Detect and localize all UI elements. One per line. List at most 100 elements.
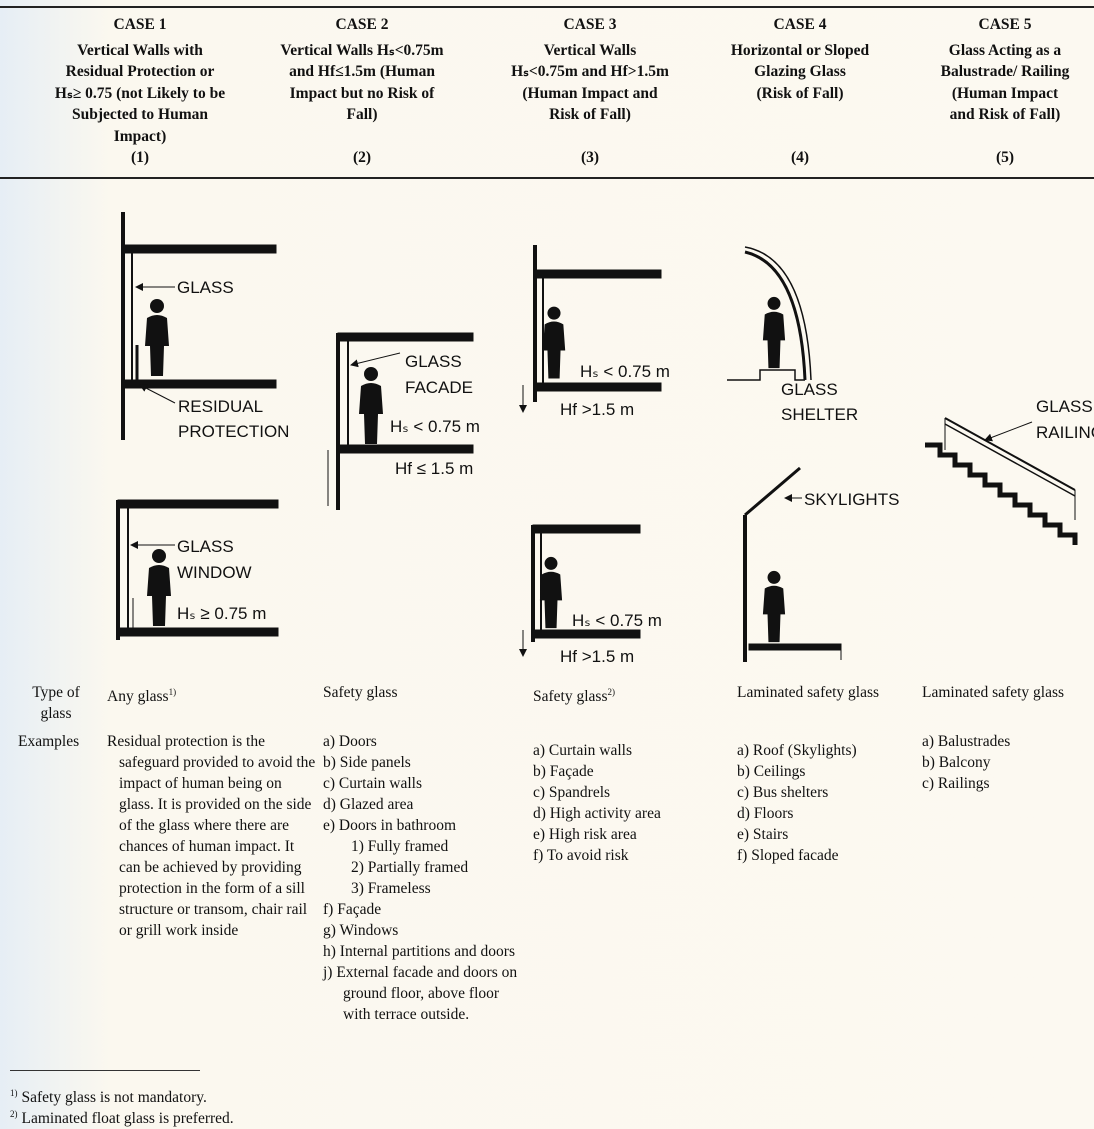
footnote-marker: 1)	[10, 1088, 18, 1098]
person	[359, 367, 383, 444]
diagram-label: Hₛ < 0.75 m	[580, 362, 670, 381]
glass-type: Laminated safety glass	[922, 682, 1094, 703]
example-item: c) Spandrels	[533, 784, 611, 801]
example-item: b) Balcony	[922, 754, 991, 771]
top-rule	[0, 6, 1094, 8]
example-item: e) Stairs	[737, 826, 789, 843]
diagram-label: FACADE	[405, 378, 473, 397]
example-item: h) Internal partitions and doors	[323, 943, 515, 960]
case-description: Vertical Walls Hₛ<0.75m	[280, 41, 444, 59]
case-description: Balustrade/ Railing	[940, 63, 1070, 80]
glass-type-text: Safety glass	[323, 684, 398, 701]
diagram-label: SHELTER	[781, 405, 858, 424]
footnote-ref: 1)	[168, 687, 177, 697]
glass-type: Safety glass2)	[533, 682, 683, 707]
example-item: a) Doors	[323, 733, 377, 750]
case-number: (3)	[580, 149, 600, 166]
case-number: (1)	[130, 149, 150, 166]
examples: a) Curtain walls b) Façade c) Spandrels d) …	[533, 740, 723, 866]
example-item: f) Façade	[323, 901, 382, 918]
example-text: Residual protection is the safeguard pro…	[107, 733, 316, 939]
example-item: a) Curtain walls	[533, 742, 633, 759]
footnote-ref: 2)	[607, 687, 615, 697]
example-item: j) External facade and doors on ground f…	[323, 964, 518, 1023]
glass-type-text: Laminated safety glass	[737, 684, 880, 701]
glass-type-text: Safety glass	[533, 688, 608, 706]
diagram-label: Hf >1.5 m	[560, 400, 634, 419]
case1-diagram	[116, 212, 279, 640]
person	[539, 556, 563, 629]
case-description: Risk of Fall)	[549, 106, 631, 123]
case-description: and Risk of Fall)	[949, 106, 1061, 123]
example-item: e) Doors in bathroom	[323, 817, 457, 834]
example-item: b) Ceilings	[737, 763, 806, 780]
case-description: Vertical Walls with	[77, 41, 203, 59]
case-number: (5)	[995, 149, 1015, 166]
case-title: CASE 1	[113, 16, 167, 33]
glass-type: Safety glass	[323, 682, 473, 703]
person	[147, 549, 171, 626]
example-subitem: 2) Partially framed	[351, 859, 469, 876]
example-item: f) Sloped facade	[737, 847, 839, 864]
person	[145, 299, 169, 376]
diagram-label: PROTECTION	[178, 422, 289, 441]
example-item: b) Façade	[533, 763, 594, 780]
diagram-label: GLASS	[1036, 397, 1093, 416]
glass-type: Laminated safety glass	[737, 682, 887, 703]
header-rule	[0, 177, 1094, 179]
diagram-label: Hf >1.5 m	[560, 647, 634, 666]
example-item: d) High activity area	[533, 805, 661, 822]
case-description: (Risk of Fall)	[756, 84, 844, 102]
examples: a) Balustrades b) Balcony c) Railings	[922, 731, 1094, 794]
diagram-label: SKYLIGHTS	[804, 490, 899, 509]
example-item: e) High risk area	[533, 826, 637, 843]
examples: Residual protection is the safeguard pro…	[107, 731, 317, 941]
case-description: (Human Impact	[951, 84, 1059, 102]
row-label: Examples	[18, 733, 80, 750]
footnote: 1) Safety glass is not mandatory.	[10, 1083, 207, 1108]
diagram-label: GLASS	[781, 380, 838, 399]
case-description: Impact but no Risk of	[289, 84, 435, 102]
footnote-marker: 2)	[10, 1109, 18, 1119]
diagram-label: WINDOW	[177, 563, 252, 582]
example-item: f) To avoid risk	[533, 847, 629, 864]
example-subitem: 1) Fully framed	[351, 838, 449, 855]
example-item: c) Bus shelters	[737, 784, 829, 801]
case-description: Impact)	[113, 127, 167, 145]
column-header: CASE 5 Glass Acting as a Balustrade/ Raili…	[895, 14, 1094, 169]
diagram-label: Hₛ ≥ 0.75 m	[177, 604, 266, 623]
person	[542, 306, 566, 379]
diagram-label: RESIDUAL	[178, 397, 263, 416]
case-description: Hₛ≥ 0.75 (not Likely to be	[54, 84, 226, 102]
case-title: CASE 2	[335, 16, 389, 33]
example-subitem: 3) Frameless	[351, 880, 431, 897]
case-description: Glazing Glass	[754, 63, 846, 80]
column-header: CASE 4 Horizontal or Sloped Glazing Glass (…	[690, 14, 910, 169]
examples: a) Roof (Skylights) b) Ceilings c) Bus she…	[737, 740, 917, 866]
footnote-text: Safety glass is not mandatory.	[21, 1089, 207, 1107]
case-number: (4)	[790, 149, 810, 166]
glass-type-text: Laminated safety glass	[922, 684, 1065, 701]
case-description: Subjected to Human	[71, 106, 209, 123]
case5-diagram	[925, 417, 1078, 545]
glass-type: Any glass1)	[107, 682, 257, 707]
footnote: 2) Laminated float glass is preferred.	[10, 1104, 234, 1129]
case-title: CASE 3	[563, 16, 617, 33]
diagram-label: Hₛ < 0.75 m	[572, 611, 662, 630]
case-description: and Hf≤1.5m (Human	[289, 63, 435, 80]
case-description: Fall)	[346, 106, 378, 123]
column-header: CASE 1 Vertical Walls with Residual Protec…	[30, 14, 250, 169]
case-description: Vertical Walls	[543, 41, 637, 59]
case-title: CASE 5	[978, 16, 1032, 33]
case2-diagram	[327, 332, 474, 510]
example-item: c) Railings	[922, 775, 990, 792]
example-item: a) Balustrades	[922, 733, 1011, 750]
column-header: CASE 2 Vertical Walls Hₛ<0.75m and Hf≤1.5m…	[252, 14, 472, 169]
case-description: Hₛ<0.75m and Hf>1.5m	[511, 63, 669, 80]
case-number: (2)	[352, 149, 372, 166]
footnote-rule	[10, 1070, 200, 1071]
diagram-label: GLASS	[405, 352, 462, 371]
diagram-label: Hf ≤ 1.5 m	[395, 459, 473, 478]
row-label: Type of glass	[32, 684, 80, 722]
